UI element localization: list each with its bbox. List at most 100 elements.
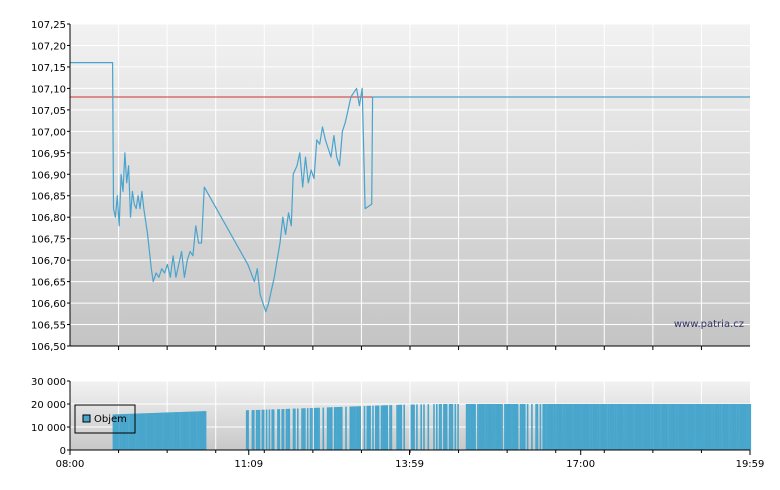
volume-bar (333, 407, 336, 450)
volume-bar (497, 404, 499, 450)
volume-bar (526, 404, 529, 450)
volume-bar (672, 404, 675, 450)
volume-bar (467, 404, 469, 450)
volume-bar (616, 404, 618, 450)
volume-bar (536, 404, 539, 450)
volume-bar (438, 404, 441, 450)
volume-bar (336, 407, 339, 450)
volume-bar (668, 404, 671, 450)
volume-bar (314, 407, 316, 450)
volume-bar (655, 404, 658, 450)
volume-bar (253, 410, 255, 450)
volume-bar (519, 404, 522, 450)
volume-bar (624, 404, 627, 450)
volume-bar (569, 404, 571, 450)
volume-bar (339, 406, 342, 450)
volume-bar (732, 404, 735, 450)
volume-bar (699, 404, 702, 450)
volume-bar (443, 404, 445, 450)
volume-bar (341, 406, 343, 450)
volume-x-tick-label: 11:09 (234, 459, 263, 470)
volume-bar (667, 404, 669, 450)
volume-bar (705, 404, 708, 450)
volume-bar (359, 406, 361, 450)
volume-bar (742, 404, 744, 450)
price-y-tick-label: 107,20 (31, 41, 66, 52)
volume-x-tick-label: 19:59 (736, 459, 765, 470)
volume-bar (416, 404, 418, 450)
volume-bar (607, 404, 610, 450)
volume-bar (294, 408, 296, 450)
volume-bar (611, 404, 614, 450)
volume-bar (376, 405, 378, 450)
volume-bar (377, 405, 380, 450)
volume-bar (440, 404, 442, 450)
volume-bar (382, 405, 384, 450)
volume-bar (634, 404, 637, 450)
volume-bar (577, 404, 580, 450)
volume-bar (272, 409, 275, 450)
volume-bar (199, 411, 201, 450)
volume-bar (748, 404, 750, 450)
volume-panel: 0 10 000 20 000 30 000 08:00 11:09 13:59 17:00… (31, 377, 764, 470)
volume-bar (674, 404, 676, 450)
volume-bar (285, 408, 288, 450)
volume-bar (728, 404, 730, 450)
volume-bar (200, 411, 203, 450)
volume-bar (514, 404, 516, 450)
volume-bar (186, 411, 188, 450)
volume-bar (184, 411, 187, 450)
volume-bar (366, 405, 369, 450)
volume-bar (278, 409, 281, 450)
volume-bar (716, 404, 719, 450)
volume-bar (292, 408, 295, 450)
volume-bar (509, 404, 512, 450)
price-y-tick-label: 107,15 (31, 63, 66, 74)
volume-bar (396, 404, 398, 450)
volume-bar (315, 407, 317, 450)
volume-bar (657, 404, 659, 450)
volume-bar (350, 406, 353, 450)
volume-bar (650, 404, 652, 450)
volume-bar (606, 404, 608, 450)
volume-bar (712, 404, 715, 450)
price-y-tick-label: 106,60 (31, 299, 66, 310)
volume-bar (741, 404, 743, 450)
volume-bar (498, 404, 500, 450)
volume-bar (609, 404, 611, 450)
volume-bar (613, 404, 615, 450)
volume-bar (698, 404, 701, 450)
volume-bar (567, 404, 570, 450)
volume-bar (711, 404, 713, 450)
volume-bar (508, 404, 510, 450)
volume-bar (691, 404, 693, 450)
volume-bar (457, 404, 459, 450)
price-panel: 106,50 106,55 106,60 106,65 106,70 106,75 106,… (31, 20, 750, 353)
volume-bar (139, 413, 142, 450)
volume-bar (614, 404, 617, 450)
watermark: www.patria.cz (674, 319, 744, 330)
legend-swatch (82, 414, 91, 423)
volume-bar (436, 404, 438, 450)
volume-bar (512, 404, 515, 450)
volume-bar (152, 413, 154, 450)
volume-bar (145, 413, 147, 450)
volume-bar (572, 404, 574, 450)
volume-bar (352, 406, 354, 450)
volume-bar (121, 414, 123, 450)
volume-bar (328, 407, 330, 450)
volume-bar (623, 404, 625, 450)
volume-bar (380, 405, 383, 450)
volume-bar (427, 404, 430, 450)
volume-bar (132, 413, 134, 450)
volume-bar (177, 412, 180, 450)
volume-bar (288, 408, 291, 450)
volume-bar (257, 409, 259, 450)
volume-bar (570, 404, 573, 450)
volume-bar (739, 404, 742, 450)
volume-bar (543, 404, 546, 450)
volume-bar (156, 412, 159, 450)
volume-bar (583, 404, 586, 450)
volume-bar (261, 409, 264, 450)
volume-bar (627, 404, 630, 450)
